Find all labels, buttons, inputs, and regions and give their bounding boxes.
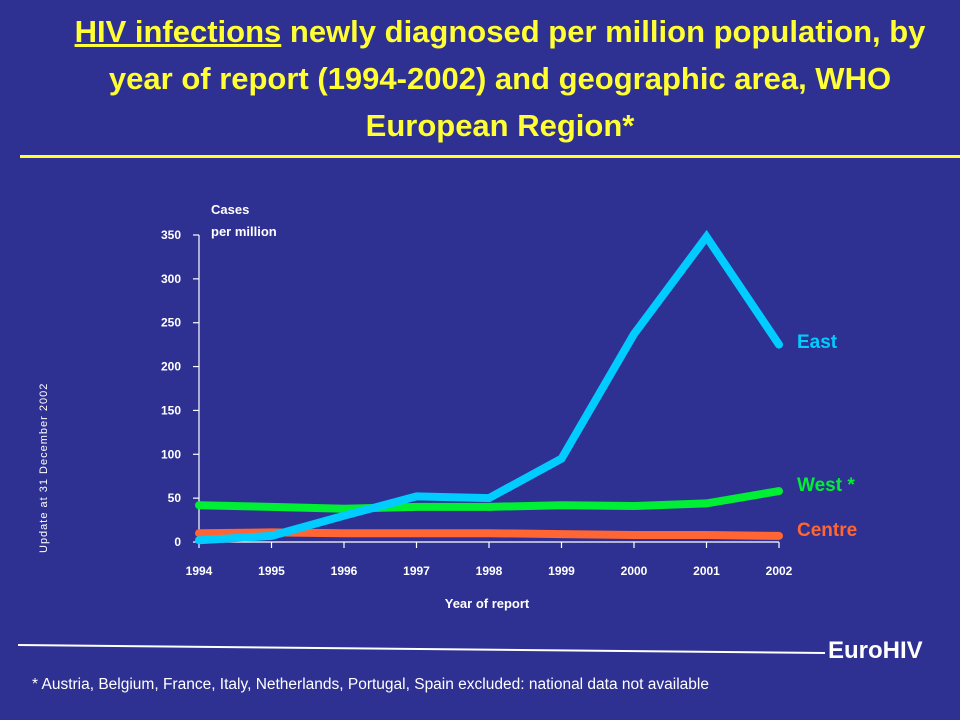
x-ticks: 1994 1995 1996 1997 1998 1999 2000 2001 2002 bbox=[186, 542, 793, 578]
x-tick-label: 2002 bbox=[766, 564, 793, 578]
y-axis-label-line1: Cases bbox=[211, 202, 249, 217]
x-tick-label: 2001 bbox=[693, 564, 720, 578]
x-tick-label: 1996 bbox=[331, 564, 358, 578]
y-tick-label: 250 bbox=[161, 316, 181, 330]
x-tick-label: 1998 bbox=[476, 564, 503, 578]
x-axis-label: Year of report bbox=[445, 596, 530, 611]
y-tick-label: 200 bbox=[161, 360, 181, 374]
footnote: * Austria, Belgium, France, Italy, Nethe… bbox=[32, 676, 709, 693]
update-note: Update at 31 December 2002 bbox=[38, 382, 50, 553]
series-label-east: East bbox=[797, 332, 838, 353]
y-tick-label: 100 bbox=[161, 447, 181, 461]
y-tick-label: 350 bbox=[161, 228, 181, 242]
slide-title: HIV infections newly diagnosed per milli… bbox=[60, 8, 940, 149]
series-line-west bbox=[195, 487, 783, 513]
x-tick-label: 1995 bbox=[258, 564, 285, 578]
x-tick-label: 1999 bbox=[548, 564, 575, 578]
series-line-east bbox=[195, 229, 783, 545]
y-ticks: 0 50 100 150 200 250 300 350 bbox=[161, 228, 199, 549]
series-label-west: West * bbox=[797, 475, 855, 496]
series-lines bbox=[195, 229, 783, 545]
series-labels: East West * Centre bbox=[797, 332, 857, 541]
x-tick-label: 2000 bbox=[621, 564, 648, 578]
footer-rule bbox=[17, 644, 826, 654]
y-tick-label: 0 bbox=[174, 535, 181, 549]
brand-logo-text: EuroHIV bbox=[828, 637, 923, 664]
x-tick-label: 1994 bbox=[186, 564, 213, 578]
y-axis-label-line2: per million bbox=[211, 224, 277, 239]
title-rule bbox=[20, 155, 960, 158]
y-tick-label: 300 bbox=[161, 272, 181, 286]
y-tick-label: 50 bbox=[168, 491, 182, 505]
title-underlined: HIV infections bbox=[74, 14, 282, 49]
title-rest: newly diagnosed per million population, … bbox=[108, 14, 926, 143]
series-label-centre: Centre bbox=[797, 520, 857, 541]
y-tick-label: 150 bbox=[161, 403, 181, 417]
x-tick-label: 1997 bbox=[403, 564, 430, 578]
